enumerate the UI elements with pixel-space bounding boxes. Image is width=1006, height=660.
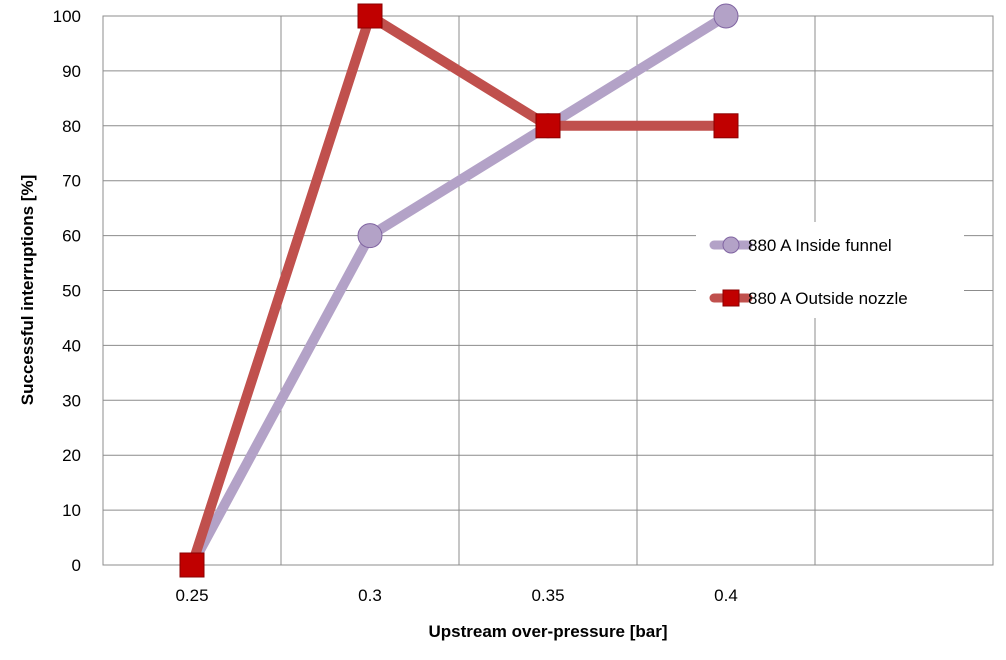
y-tick-label: 10	[62, 501, 81, 520]
data-point-marker	[179, 552, 205, 578]
legend: 880 A Inside funnel 880 A Outside nozzle	[696, 222, 964, 318]
x-tick-label: 0.3	[358, 586, 382, 605]
y-tick-label: 100	[53, 7, 81, 26]
data-point-marker	[535, 113, 561, 139]
series-group	[179, 3, 739, 578]
legend-swatch-marker	[722, 289, 740, 307]
legend-swatch-marker	[722, 236, 740, 254]
legend-label: 880 A Inside funnel	[748, 236, 892, 255]
data-point-marker	[713, 113, 739, 139]
legend-item: 880 A Outside nozzle	[709, 289, 908, 308]
y-tick-label: 80	[62, 117, 81, 136]
y-tick-label: 30	[62, 391, 81, 410]
y-tick-label: 60	[62, 227, 81, 246]
y-tick-label: 20	[62, 446, 81, 465]
legend-label: 880 A Outside nozzle	[748, 289, 908, 308]
x-tick-label: 0.35	[531, 586, 564, 605]
y-tick-label: 90	[62, 62, 81, 81]
data-point-marker	[713, 3, 739, 29]
y-tick-label: 0	[72, 556, 81, 575]
y-tick-label: 70	[62, 172, 81, 191]
legend-item: 880 A Inside funnel	[709, 236, 892, 255]
y-tick-labels: 0 10 20 30 40 50 60 70 80 90 100	[53, 7, 81, 575]
series-line	[187, 11, 731, 570]
x-axis-title: Upstream over-pressure [bar]	[428, 622, 667, 641]
series-2	[179, 3, 739, 578]
x-tick-label: 0.4	[714, 586, 738, 605]
y-tick-label: 40	[62, 336, 81, 355]
y-tick-label: 50	[62, 282, 81, 301]
x-tick-label: 0.25	[175, 586, 208, 605]
x-tick-labels: 0.25 0.3 0.35 0.4	[175, 586, 737, 605]
series-line	[187, 11, 731, 570]
data-point-marker	[357, 3, 383, 29]
data-point-marker	[357, 223, 383, 249]
y-axis-title: Successful interruptions [%]	[18, 175, 37, 405]
